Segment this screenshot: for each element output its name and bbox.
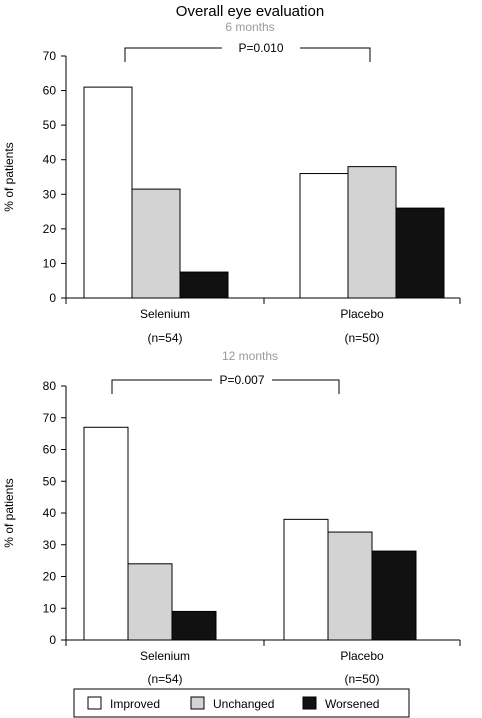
y-tick-label: 10 [43, 256, 57, 270]
y-tick-label: 20 [43, 570, 57, 584]
y-tick-label: 20 [43, 222, 57, 236]
category-n-label: (n=54) [147, 331, 182, 345]
p-value-annotation: P=0.010 [238, 41, 283, 55]
legend-swatch-worsened [302, 696, 317, 710]
y-axis-label: % of patients [2, 142, 16, 211]
legend-label-unchanged: Unchanged [213, 697, 274, 711]
category-label: Selenium [140, 649, 190, 663]
y-tick-label: 30 [43, 187, 57, 201]
legend-label-improved: Improved [110, 697, 160, 711]
bar-selenium-unchanged [127, 563, 173, 641]
y-tick-label: 60 [43, 84, 57, 98]
significance-bracket-left [111, 379, 212, 394]
bar-placebo-unchanged [327, 531, 373, 641]
chart-panel-1: 6 months 0 10 20 30 40 50 60 70 % of patients Sele… [2, 20, 461, 345]
bar-selenium-improved [83, 426, 129, 641]
category-label: Placebo [340, 649, 384, 663]
y-tick-label: 40 [43, 506, 57, 520]
bar-placebo-unchanged [347, 166, 397, 299]
bar-placebo-worsened [371, 550, 417, 641]
bar-selenium-improved [83, 86, 133, 299]
bar-selenium-worsened [171, 610, 217, 641]
significance-bracket-right [272, 379, 340, 394]
bar-placebo-improved [299, 173, 349, 299]
y-axis-label: % of patients [2, 478, 16, 547]
significance-bracket-right [300, 47, 371, 62]
category-label: Placebo [340, 307, 384, 321]
y-tick-label: 80 [43, 379, 57, 393]
bar-placebo-improved [283, 518, 329, 641]
chart-subtitle: 12 months [222, 349, 278, 363]
chart-title: Overall eye evaluation [176, 3, 324, 20]
significance-bracket-left [124, 47, 222, 62]
y-tick-label: 10 [43, 601, 57, 615]
p-value-annotation: P=0.007 [219, 373, 264, 387]
category-n-label: (n=54) [147, 672, 182, 686]
category-label: Selenium [140, 307, 190, 321]
y-tick-label: 50 [43, 474, 57, 488]
y-tick-label: 40 [43, 153, 57, 167]
category-n-label: (n=50) [344, 331, 379, 345]
y-tick-label: 50 [43, 118, 57, 132]
chart-subtitle: 6 months [225, 20, 274, 34]
bar-placebo-worsened [395, 207, 445, 299]
category-n-label: (n=50) [344, 672, 379, 686]
y-tick-label: 60 [43, 443, 57, 457]
charts-container: 6 months 0 10 20 30 40 50 60 70 % of patients Sele… [2, 20, 461, 686]
bar-selenium-unchanged [131, 188, 181, 299]
y-tick-label: 0 [49, 633, 56, 647]
legend-label-worsened: Worsened [325, 697, 379, 711]
legend: Improved Unchanged Worsened [73, 688, 410, 718]
y-tick-label: 0 [49, 291, 56, 305]
legend-swatch-unchanged [190, 696, 205, 710]
y-tick-label: 70 [43, 411, 57, 425]
y-tick-label: 30 [43, 538, 57, 552]
y-tick-label: 70 [43, 49, 57, 63]
legend-box [73, 688, 410, 718]
legend-swatch-improved [87, 696, 102, 710]
chart-panel-2: 12 months 0 10 20 30 40 50 60 70 80 % of patients S… [2, 349, 461, 686]
bar-selenium-worsened [179, 271, 229, 299]
